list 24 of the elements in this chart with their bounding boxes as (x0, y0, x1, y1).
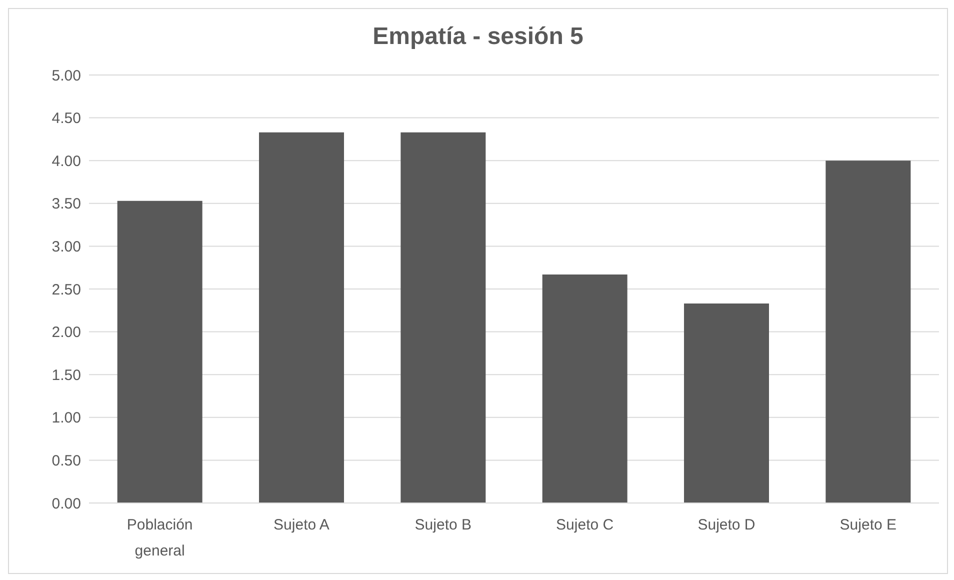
x-tick-label: Sujeto A (274, 516, 330, 534)
y-tick-label: 0.00 (52, 495, 81, 512)
y-tick-label: 1.50 (52, 366, 81, 384)
y-tick-label: 3.00 (52, 238, 81, 256)
y-tick-label: 4.50 (52, 110, 81, 128)
y-tick-label: 4.00 (52, 152, 81, 170)
chart-title: Empatía - sesión 5 (372, 22, 584, 52)
y-tick-label: 5.00 (52, 67, 81, 84)
bar (684, 304, 769, 503)
bar (826, 160, 911, 503)
bar (259, 132, 344, 503)
x-tick-label: Sujeto C (556, 516, 614, 534)
bar (117, 200, 202, 503)
y-tick-label: 2.50 (52, 281, 81, 298)
y-tick-label: 3.50 (52, 196, 81, 213)
x-tick-label: Sujeto B (414, 516, 472, 534)
x-tick-label: Sujeto E (840, 516, 897, 534)
y-tick-label: 1.00 (52, 410, 81, 427)
bar (400, 132, 486, 503)
x-tick-label: Población general (126, 516, 193, 560)
bar (542, 274, 628, 503)
y-tick-label: 0.50 (52, 452, 81, 470)
y-tick-label: 2.00 (52, 324, 81, 342)
x-tick-label: Sujeto D (698, 516, 756, 534)
